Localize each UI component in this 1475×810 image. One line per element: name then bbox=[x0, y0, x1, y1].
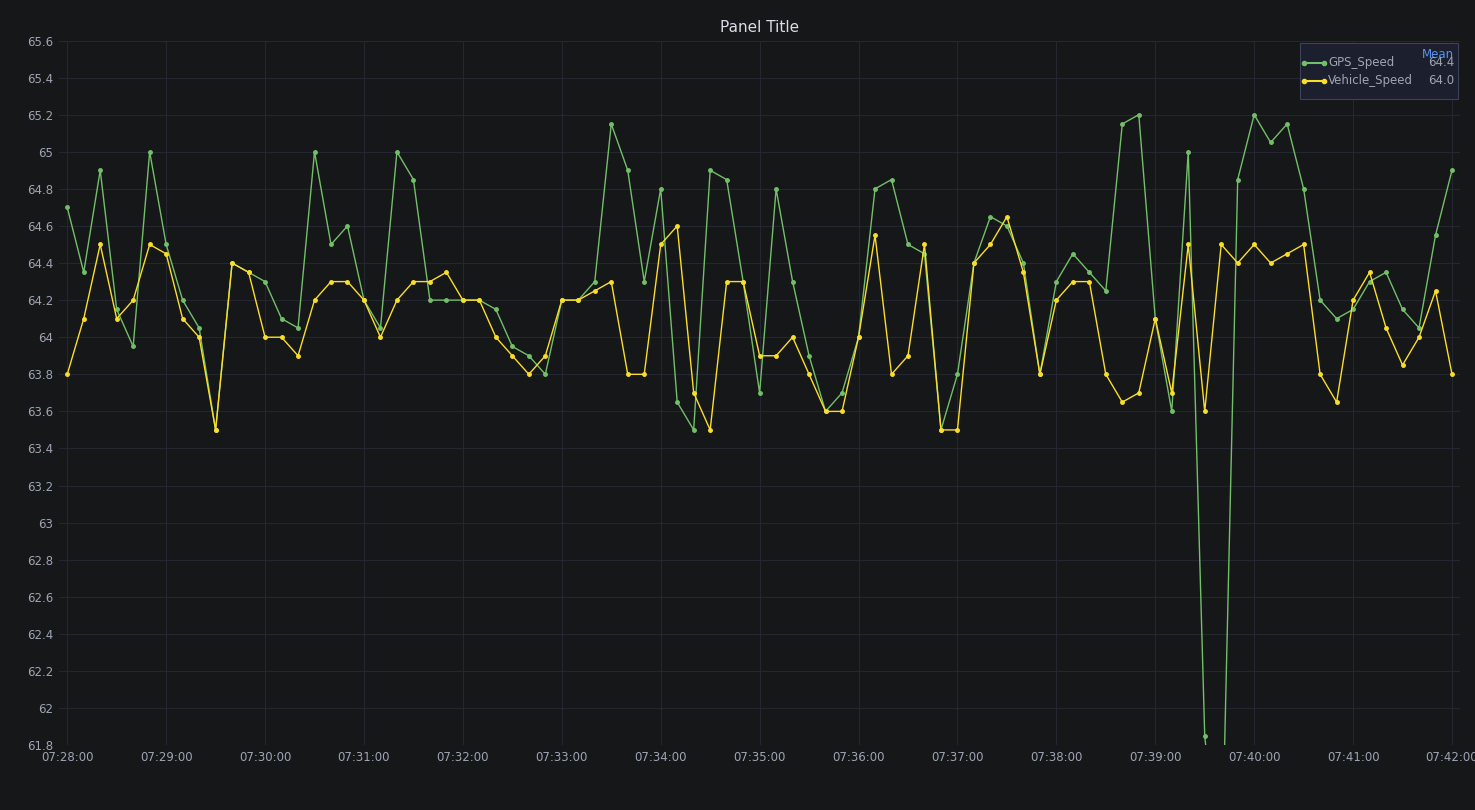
Text: 64.4: 64.4 bbox=[1428, 56, 1454, 69]
Text: Mean: Mean bbox=[1422, 49, 1454, 62]
Title: Panel Title: Panel Title bbox=[720, 20, 799, 35]
Text: Vehicle_Speed: Vehicle_Speed bbox=[1329, 74, 1413, 87]
Text: GPS_Speed: GPS_Speed bbox=[1329, 56, 1394, 69]
Text: 64.0: 64.0 bbox=[1428, 74, 1454, 87]
